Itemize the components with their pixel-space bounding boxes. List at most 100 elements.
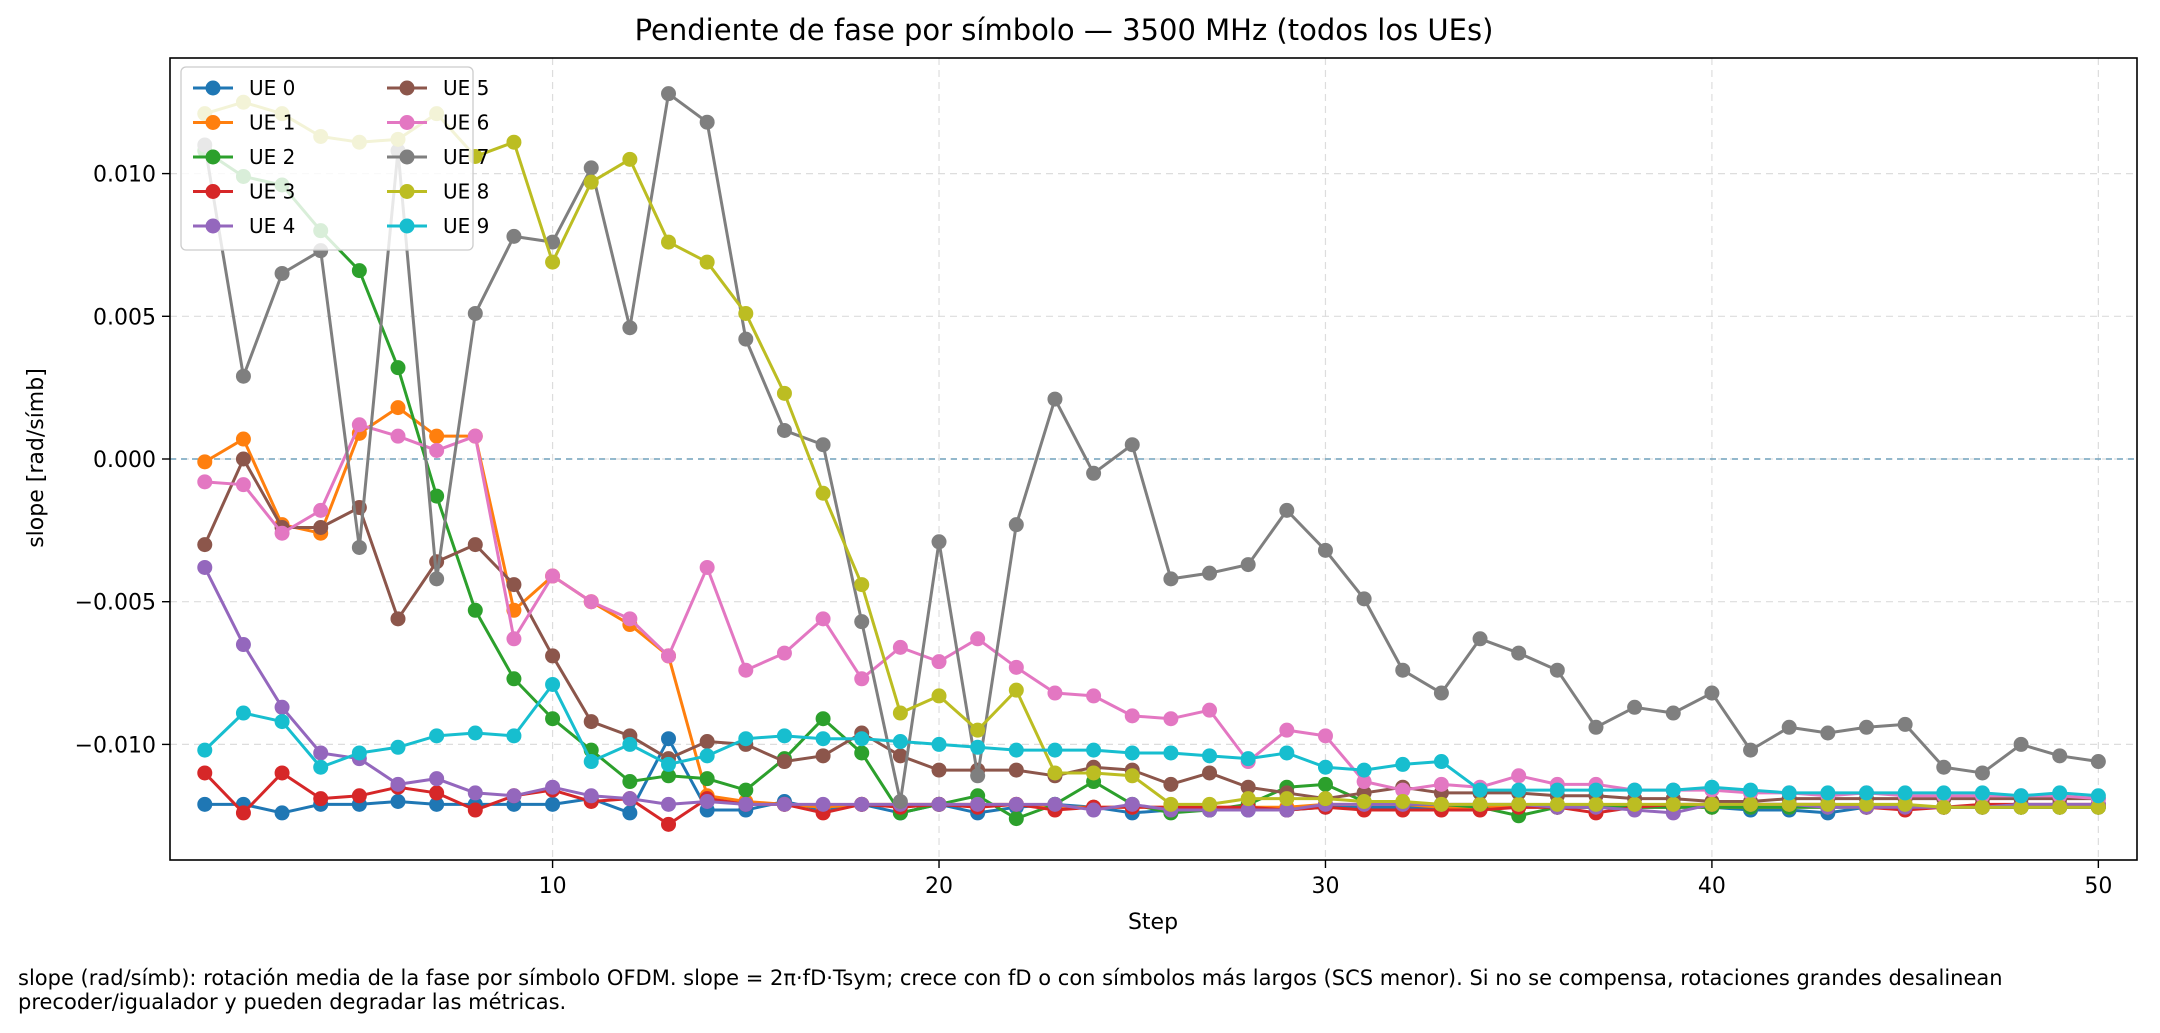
x-axis-label: Step [1128, 910, 1178, 935]
data-point [2052, 748, 2068, 764]
data-point [1395, 662, 1411, 678]
data-point [1588, 719, 1604, 735]
data-point [1936, 799, 1952, 815]
data-point [892, 734, 908, 750]
data-point [1936, 759, 1952, 775]
data-point [1356, 774, 1372, 790]
data-point [2013, 788, 2029, 804]
legend-item: UE 9 [387, 214, 489, 238]
series-ue-8 [197, 94, 2106, 815]
data-point [545, 796, 561, 812]
data-point [274, 265, 290, 281]
data-point [1124, 796, 1140, 812]
data-point [776, 645, 792, 661]
data-point [1008, 659, 1024, 675]
data-point [1279, 791, 1295, 807]
legend-item: UE 5 [387, 76, 489, 100]
data-point [1317, 776, 1333, 792]
data-point [738, 662, 754, 678]
legend-item: UE 4 [193, 214, 295, 238]
data-point [622, 791, 638, 807]
data-point [429, 571, 445, 587]
data-point [1743, 782, 1759, 798]
data-point [583, 174, 599, 190]
data-point [1163, 571, 1179, 587]
caption-line-1: slope (rad/símb): rotación media de la f… [18, 966, 2003, 990]
data-point [1279, 722, 1295, 738]
data-point [661, 768, 677, 784]
legend: UE 0 UE 1 UE 2 UE 3 UE 4 UE 5 UE 6 UE 7 UE 8 UE 9 [180, 66, 489, 251]
data-point [1549, 782, 1565, 798]
data-point [1047, 391, 1063, 407]
legend-label: UE 0 [249, 76, 295, 100]
data-point [1047, 685, 1063, 701]
data-point [313, 745, 329, 761]
data-point [197, 796, 213, 812]
data-point [1974, 765, 1990, 781]
data-point [1781, 785, 1797, 801]
data-point [661, 756, 677, 772]
x-tick-label: 30 [1311, 874, 1339, 899]
data-point [1704, 796, 1720, 812]
data-point [1279, 745, 1295, 761]
data-point [738, 731, 754, 747]
legend-label: UE 4 [249, 214, 295, 238]
series-line [204, 100, 2099, 809]
data-point [738, 796, 754, 812]
data-point [815, 731, 831, 747]
data-point [854, 796, 870, 812]
data-point [1665, 796, 1681, 812]
legend-label: UE 2 [249, 145, 295, 169]
data-point [583, 714, 599, 730]
data-point [699, 559, 715, 575]
data-point [854, 745, 870, 761]
y-axis: −0.010 −0.005 0.000 0.005 0.010 [75, 163, 170, 758]
data-point [931, 654, 947, 670]
data-point [429, 428, 445, 444]
data-point [467, 802, 483, 818]
data-point [1820, 725, 1836, 741]
data-point [2052, 799, 2068, 815]
legend-marker [399, 149, 415, 165]
data-point [506, 728, 522, 744]
data-point [1356, 762, 1372, 778]
data-point [429, 796, 445, 812]
data-point [467, 785, 483, 801]
data-point [545, 676, 561, 692]
legend-marker [399, 80, 415, 96]
series-ue-9 [197, 676, 2106, 804]
data-point [738, 331, 754, 347]
data-point [661, 648, 677, 664]
data-point [776, 422, 792, 438]
data-point [970, 796, 986, 812]
data-point [931, 736, 947, 752]
data-point [2090, 754, 2106, 770]
data-point [235, 637, 251, 653]
data-point [1781, 796, 1797, 812]
data-point [931, 688, 947, 704]
data-point [892, 705, 908, 721]
data-point [1433, 685, 1449, 701]
data-point [776, 754, 792, 770]
data-point [1279, 502, 1295, 518]
data-point [1086, 802, 1102, 818]
data-point [545, 648, 561, 664]
data-point [390, 776, 406, 792]
data-point [1086, 742, 1102, 758]
data-point [1317, 542, 1333, 558]
data-point [622, 320, 638, 336]
data-point [1897, 796, 1913, 812]
data-point [197, 537, 213, 553]
data-point [815, 748, 831, 764]
data-point [622, 151, 638, 167]
legend-label: UE 7 [443, 145, 489, 169]
data-point [854, 731, 870, 747]
line-chart: Pendiente de fase por símbolo — 3500 MHz… [24, 13, 2138, 935]
legend-item: UE 1 [193, 111, 295, 135]
data-point [1163, 711, 1179, 727]
data-point [235, 368, 251, 384]
data-point [506, 228, 522, 244]
data-point [661, 731, 677, 747]
data-point [892, 639, 908, 655]
data-point [699, 114, 715, 130]
